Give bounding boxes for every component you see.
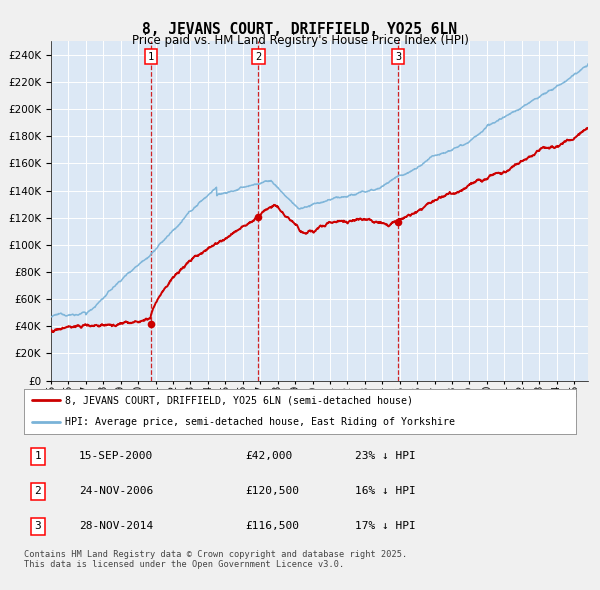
- Text: 2: 2: [256, 51, 262, 61]
- Text: HPI: Average price, semi-detached house, East Riding of Yorkshire: HPI: Average price, semi-detached house,…: [65, 417, 455, 427]
- Text: 2: 2: [34, 486, 41, 496]
- Text: £116,500: £116,500: [245, 521, 299, 531]
- Text: £42,000: £42,000: [245, 451, 292, 461]
- Text: 3: 3: [34, 521, 41, 531]
- Text: £120,500: £120,500: [245, 486, 299, 496]
- Text: 8, JEVANS COURT, DRIFFIELD, YO25 6LN: 8, JEVANS COURT, DRIFFIELD, YO25 6LN: [143, 22, 458, 37]
- Text: 16% ↓ HPI: 16% ↓ HPI: [355, 486, 416, 496]
- Text: 15-SEP-2000: 15-SEP-2000: [79, 451, 154, 461]
- Text: 1: 1: [34, 451, 41, 461]
- Text: 8, JEVANS COURT, DRIFFIELD, YO25 6LN (semi-detached house): 8, JEVANS COURT, DRIFFIELD, YO25 6LN (se…: [65, 395, 413, 405]
- Text: Price paid vs. HM Land Registry's House Price Index (HPI): Price paid vs. HM Land Registry's House …: [131, 34, 469, 47]
- Text: 3: 3: [395, 51, 401, 61]
- Text: 23% ↓ HPI: 23% ↓ HPI: [355, 451, 416, 461]
- Text: 17% ↓ HPI: 17% ↓ HPI: [355, 521, 416, 531]
- Text: Contains HM Land Registry data © Crown copyright and database right 2025.
This d: Contains HM Land Registry data © Crown c…: [24, 550, 407, 569]
- Text: 24-NOV-2006: 24-NOV-2006: [79, 486, 154, 496]
- Text: 1: 1: [148, 51, 154, 61]
- Text: 28-NOV-2014: 28-NOV-2014: [79, 521, 154, 531]
